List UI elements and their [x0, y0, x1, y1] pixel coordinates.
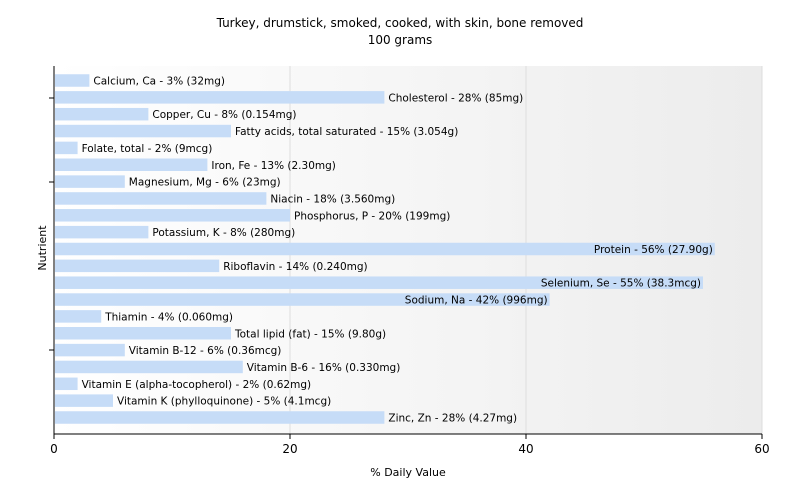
bar — [55, 377, 78, 391]
chart-title: Turkey, drumstick, smoked, cooked, with … — [216, 16, 584, 30]
bar — [55, 74, 90, 87]
bar — [55, 124, 231, 138]
x-tick-label: 40 — [518, 442, 533, 456]
bar — [55, 394, 113, 407]
bar-label: Total lipid (fat) - 15% (9.80g) — [234, 328, 386, 340]
bar — [55, 175, 125, 188]
bar-label: Zinc, Zn - 28% (4.27mg) — [388, 413, 517, 425]
bar-label: Phosphorus, P - 20% (199mg) — [294, 210, 450, 222]
bar — [55, 192, 267, 205]
bar-label: Vitamin B-6 - 16% (0.330mg) — [247, 362, 401, 374]
bar-label: Niacin - 18% (3.560mg) — [270, 193, 395, 205]
bar-label: Vitamin E (alpha-tocopherol) - 2% (0.62m… — [82, 379, 312, 391]
bar-label: Magnesium, Mg - 6% (23mg) — [129, 177, 281, 189]
bar — [55, 107, 149, 121]
bar — [55, 293, 550, 306]
x-tick-label: 60 — [754, 442, 769, 456]
bar — [55, 411, 385, 424]
bar-label: Fatty acids, total saturated - 15% (3.05… — [235, 126, 458, 138]
y-axis-ticks — [49, 97, 54, 351]
bars: Calcium, Ca - 3% (32mg) Cholesterol - 28%… — [55, 74, 715, 425]
x-tick-label: 0 — [50, 442, 58, 456]
bar-label: Folate, total - 2% (9mcg) — [82, 143, 213, 155]
x-tick-label: 20 — [282, 442, 297, 456]
bar — [55, 276, 703, 289]
bar-label: Copper, Cu - 8% (0.154mg) — [152, 109, 296, 121]
bar — [55, 225, 149, 239]
bar-label: Selenium, Se - 55% (38.3mcg) — [541, 278, 701, 290]
bar-label: Sodium, Na - 42% (996mg) — [405, 295, 548, 307]
bar — [55, 242, 715, 256]
x-axis-title: % Daily Value — [370, 466, 446, 479]
bar-label: Vitamin K (phylloquinone) - 5% (4.1mcg) — [117, 396, 331, 408]
bar-label: Riboflavin - 14% (0.240mg) — [223, 261, 367, 273]
bar — [55, 327, 231, 340]
bar-label: Protein - 56% (27.90g) — [594, 244, 713, 256]
bar — [55, 141, 78, 155]
y-axis-title: Nutrient — [36, 225, 49, 271]
x-axis-ticks: 0 20 40 60 — [50, 434, 770, 456]
bar-label: Vitamin B-12 - 6% (0.36mcg) — [129, 345, 282, 357]
bar-label: Potassium, K - 8% (280mg) — [152, 227, 295, 239]
bar — [55, 91, 385, 104]
bar-label: Thiamin - 4% (0.060mg) — [104, 311, 233, 323]
bar — [55, 360, 243, 374]
bar — [55, 209, 290, 222]
bar — [55, 158, 208, 171]
bar-label: Iron, Fe - 13% (2.30mg) — [211, 160, 335, 172]
bar — [55, 343, 125, 357]
bar-label: Cholesterol - 28% (85mg) — [388, 92, 523, 104]
chart-subtitle: 100 grams — [368, 33, 433, 47]
bar — [55, 259, 220, 273]
bar — [55, 310, 102, 323]
bar-label: Calcium, Ca - 3% (32mg) — [93, 76, 225, 88]
